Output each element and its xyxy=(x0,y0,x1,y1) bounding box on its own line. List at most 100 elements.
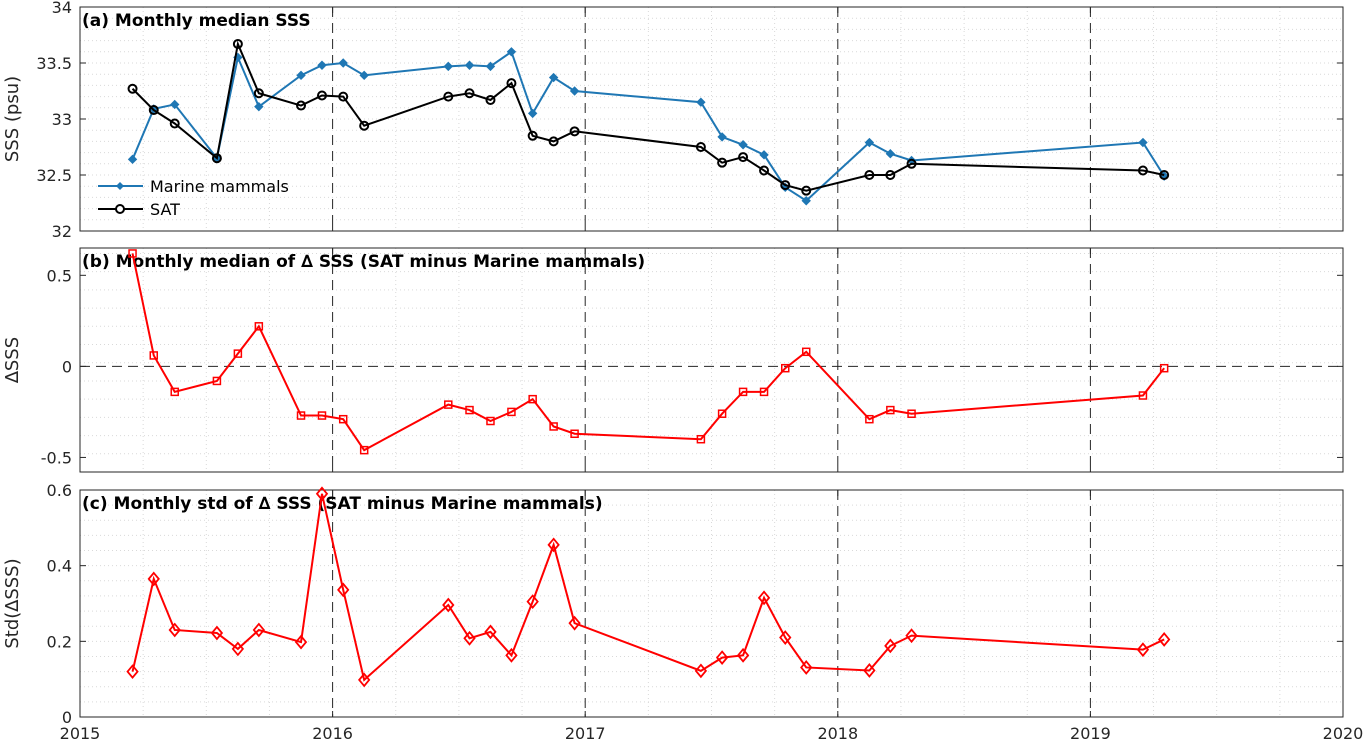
data-point xyxy=(568,615,581,631)
data-point xyxy=(759,165,770,176)
x-tick-label: 2015 xyxy=(60,724,101,743)
data-point xyxy=(359,70,369,81)
data-point xyxy=(1159,363,1169,373)
data-point xyxy=(254,322,264,331)
y-axis-label: ∆SSS xyxy=(2,337,23,384)
data-point xyxy=(128,249,137,258)
data-point xyxy=(148,105,159,116)
panel-1: -0.5 0 0.5 ∆SSS (b) Monthly median of ∆ SSS … xyxy=(2,247,1344,473)
data-point xyxy=(717,409,727,418)
data-point xyxy=(337,582,350,598)
series-line xyxy=(131,253,1165,452)
data-point xyxy=(885,149,896,159)
data-point xyxy=(465,405,474,415)
y-tick-label: 0 xyxy=(62,357,72,376)
data-point xyxy=(359,445,369,455)
data-point xyxy=(296,70,306,81)
data-point xyxy=(717,132,727,142)
data-point xyxy=(338,58,348,68)
data-point xyxy=(526,594,539,610)
axes-box xyxy=(79,247,1344,473)
data-point xyxy=(126,664,139,680)
data-point xyxy=(317,411,327,420)
grid xyxy=(80,248,1343,472)
data-point xyxy=(442,597,455,613)
y-tick-label: 33.5 xyxy=(36,54,72,73)
y-tick-label: 0 xyxy=(62,708,72,727)
data-point xyxy=(800,660,813,675)
legend-marker xyxy=(116,182,124,190)
data-point xyxy=(884,638,897,654)
data-point xyxy=(1138,391,1148,400)
data-point xyxy=(547,537,560,553)
data-point xyxy=(757,590,771,606)
panel-title: (b) Monthly median of ∆ SSS (SAT minus M… xyxy=(82,252,645,272)
data-point xyxy=(338,91,349,102)
x-tick-label: 2020 xyxy=(1323,724,1364,743)
series-1 xyxy=(127,38,1170,196)
data-point xyxy=(211,153,222,164)
x-tick-label: 2018 xyxy=(817,724,858,743)
series-0 xyxy=(127,47,1169,206)
data-point xyxy=(170,387,179,397)
data-point xyxy=(527,130,538,141)
data-point xyxy=(865,414,874,424)
data-point xyxy=(315,486,329,502)
data-point xyxy=(463,630,476,646)
data-point xyxy=(233,349,243,358)
x-tick-label: 2019 xyxy=(1070,724,1111,743)
data-point xyxy=(549,422,558,431)
data-point xyxy=(232,38,243,49)
data-point xyxy=(801,347,811,357)
data-point xyxy=(464,60,475,70)
data-point xyxy=(736,647,750,663)
data-point xyxy=(127,154,138,165)
data-point xyxy=(715,650,729,666)
data-point xyxy=(863,663,876,678)
data-point xyxy=(738,140,748,150)
data-point xyxy=(254,101,264,112)
data-point xyxy=(210,625,224,641)
data-point xyxy=(527,108,538,119)
data-point xyxy=(464,88,475,99)
legend-label: Marine mammals xyxy=(150,177,289,196)
data-point xyxy=(569,86,580,96)
data-point xyxy=(907,409,916,418)
panel-title: (c) Monthly std of ∆ SSS (SAT minus Mari… xyxy=(82,494,603,514)
data-point xyxy=(1157,632,1171,647)
data-point xyxy=(485,94,496,105)
data-point xyxy=(484,624,497,640)
data-point xyxy=(1138,137,1148,148)
data-point xyxy=(695,142,706,152)
data-point xyxy=(696,434,706,444)
data-point xyxy=(296,411,306,420)
data-point xyxy=(253,88,264,99)
data-point xyxy=(507,407,516,417)
data-point xyxy=(168,622,181,638)
series-line xyxy=(131,493,1165,682)
data-point xyxy=(905,628,918,644)
panel-title: (a) Monthly median SSS xyxy=(82,11,311,31)
data-point xyxy=(759,387,769,397)
series-line xyxy=(131,40,1165,192)
data-point xyxy=(886,405,895,415)
data-point xyxy=(801,185,812,196)
panel-0: 32 32.5 33 33.5 34 SSS (psu) (a) Monthly media… xyxy=(2,0,1344,241)
data-point xyxy=(1159,170,1170,180)
data-point xyxy=(864,170,875,180)
data-point xyxy=(317,60,327,70)
y-tick-label: 0.4 xyxy=(47,557,72,576)
plot-area xyxy=(80,490,1343,717)
data-point xyxy=(443,61,453,72)
data-point xyxy=(570,429,579,439)
y-tick-label: 0.2 xyxy=(47,632,72,651)
y-tick-label: 32 xyxy=(52,222,72,241)
data-point xyxy=(231,641,245,657)
data-point xyxy=(506,47,517,57)
data-point xyxy=(738,387,748,397)
data-point xyxy=(127,83,138,94)
data-point xyxy=(738,152,749,163)
grid xyxy=(80,7,1343,231)
data-point xyxy=(147,571,160,587)
